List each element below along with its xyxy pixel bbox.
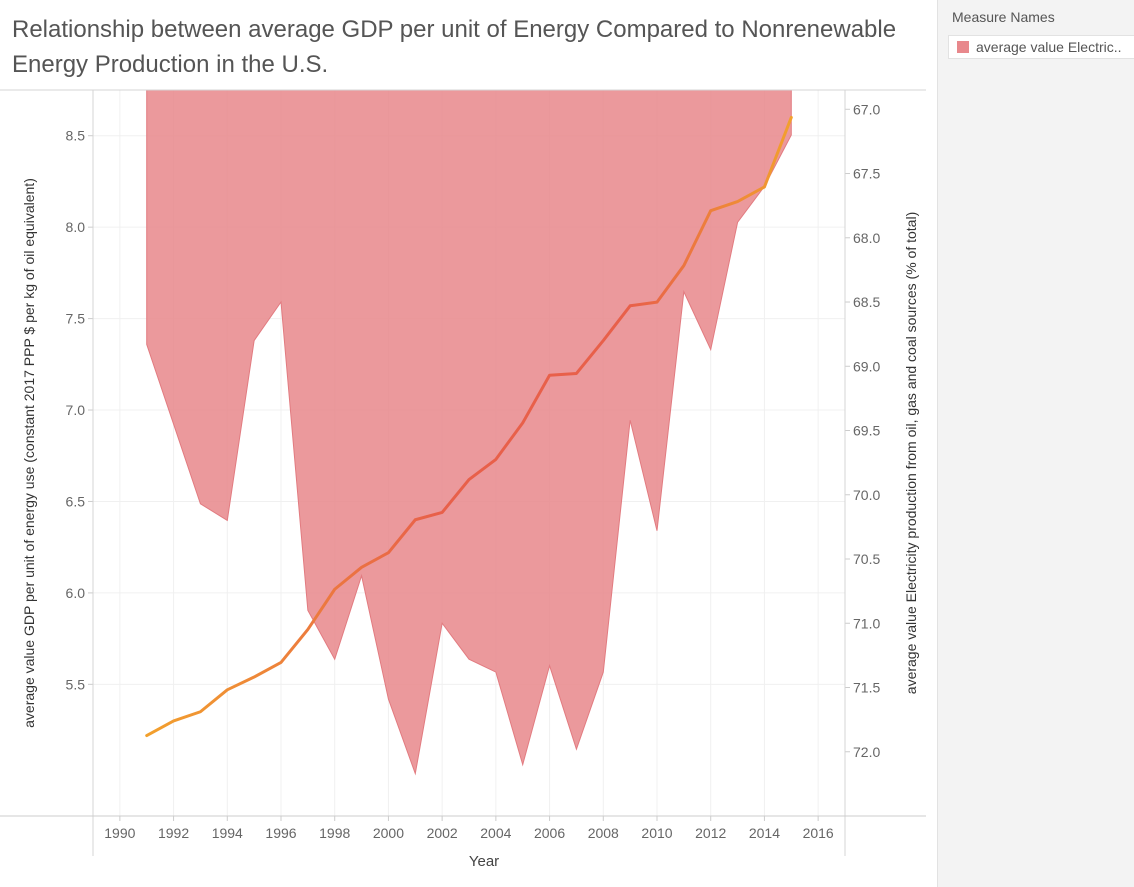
area-point (172, 423, 174, 425)
x-tick-label: 1990 (104, 825, 135, 841)
x-tick-label: 2012 (695, 825, 726, 841)
legend-item-label: average value Electric.. (976, 39, 1122, 55)
legend-panel: Measure Names average value Electric.. (937, 0, 1134, 887)
line-point (414, 518, 417, 521)
line-point (145, 734, 148, 737)
x-tick-label: 2010 (641, 825, 672, 841)
y-left-tick-label: 6.5 (66, 493, 86, 509)
line-point (226, 688, 229, 691)
area-point (522, 763, 524, 765)
line-gdp-per-energy (145, 115, 793, 738)
line-point (790, 116, 793, 119)
area-point (683, 291, 685, 293)
x-tick-label: 2006 (534, 825, 565, 841)
y-right-tick-label: 67.5 (853, 166, 880, 182)
area-point (226, 519, 228, 521)
area-point (307, 609, 309, 611)
x-tick-label: 2004 (480, 825, 511, 841)
line-point (736, 200, 739, 203)
y-left-tick-label: 8.0 (66, 219, 86, 235)
x-tick-label: 1992 (158, 825, 189, 841)
y-right-tick-label: 70.0 (853, 487, 880, 503)
area-point (387, 698, 389, 700)
line-point (360, 566, 363, 569)
area-point (334, 658, 336, 660)
axis-labels: 1990 1992 1994 1996 1998 2000 2002 2004 2006 2008… (21, 101, 919, 870)
line-point (253, 676, 256, 679)
line-point (763, 186, 766, 189)
area-point (629, 419, 631, 421)
y-left-tick-label: 7.0 (66, 402, 86, 418)
x-tick-label: 2000 (373, 825, 404, 841)
x-tick-label: 1994 (212, 825, 243, 841)
area-electricity-production (146, 89, 792, 776)
y-left-axis-title: average value GDP per unit of energy use… (21, 178, 37, 728)
area-point (414, 772, 416, 774)
area-point (656, 530, 658, 532)
area-point (548, 664, 550, 666)
y-right-tick-label: 70.5 (853, 551, 880, 567)
dual-axis-chart: 1990 1992 1994 1996 1998 2000 2002 2004 2006 2008… (0, 89, 926, 870)
area-point (280, 301, 282, 303)
y-left-tick-label: 8.5 (66, 128, 86, 144)
line-point (548, 374, 551, 377)
y-left-tick-label: 6.0 (66, 585, 86, 601)
area-point (146, 343, 148, 345)
axes (0, 89, 926, 856)
area-point (790, 134, 792, 136)
line-point (629, 304, 632, 307)
y-right-tick-label: 71.5 (853, 680, 880, 696)
y-right-axis-title: average value Electricity production fro… (903, 212, 919, 694)
area-point (253, 339, 255, 341)
area-point (360, 575, 362, 577)
y-right-tick-label: 71.0 (853, 615, 880, 631)
y-left-tick-label: 5.5 (66, 676, 86, 692)
y-right-tick-label: 68.5 (853, 294, 880, 310)
line-point (602, 339, 605, 342)
area-point (736, 221, 738, 223)
area-point (468, 658, 470, 660)
area-point (602, 671, 604, 673)
x-tick-label: 2002 (427, 825, 458, 841)
line-point (709, 209, 712, 212)
line-point (333, 588, 336, 591)
legend-item[interactable]: average value Electric.. (948, 35, 1134, 59)
x-tick-label: 1998 (319, 825, 350, 841)
x-axis-title: Year (469, 853, 499, 870)
x-tick-label: 1996 (265, 825, 296, 841)
line-point (306, 628, 309, 631)
line-point (682, 264, 685, 267)
x-tick-label: 2014 (749, 825, 780, 841)
line-point (199, 710, 202, 713)
x-tick-label: 2008 (588, 825, 619, 841)
y-right-tick-label: 69.0 (853, 358, 880, 374)
chart-title: Relationship between average GDP per uni… (12, 16, 897, 78)
legend-swatch (957, 41, 969, 53)
area-point (441, 622, 443, 624)
y-right-tick-label: 67.0 (853, 101, 880, 117)
y-right-tick-label: 69.5 (853, 423, 880, 439)
line-point (387, 551, 390, 554)
line-point (280, 661, 283, 664)
legend-title: Measure Names (952, 9, 1055, 25)
y-right-tick-label: 72.0 (853, 744, 880, 760)
y-right-tick-label: 68.0 (853, 230, 880, 246)
line-point (172, 720, 175, 723)
x-tick-label: 2016 (803, 825, 834, 841)
area-point (495, 671, 497, 673)
line-point (441, 511, 444, 514)
line-point (656, 301, 659, 304)
line-point (494, 458, 497, 461)
area-point (575, 748, 577, 750)
area-point (199, 503, 201, 505)
line-point (521, 421, 524, 424)
area-layer (146, 89, 792, 776)
y-left-tick-label: 7.5 (66, 311, 86, 327)
line-point (468, 478, 471, 481)
line-layer (145, 115, 793, 738)
line-point (575, 372, 578, 375)
area-point (710, 348, 712, 350)
